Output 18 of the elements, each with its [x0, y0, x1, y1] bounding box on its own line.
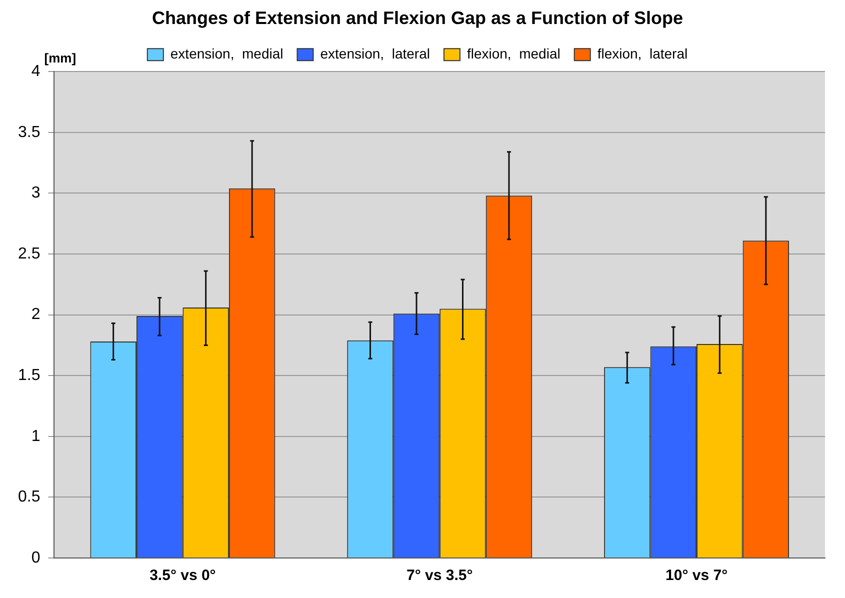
y-axis-title: [mm] [44, 50, 76, 66]
y-tick-label: 0.5 [18, 488, 40, 506]
x-tick-label: 10° vs 7° [666, 567, 728, 584]
x-tick-label: 3.5° vs 0° [150, 567, 216, 584]
legend-label: extension, lateral [320, 45, 430, 62]
y-tick-label: 0 [31, 549, 40, 566]
legend-label: extension, medial [170, 45, 284, 62]
legend-label: flexion, lateral [597, 45, 688, 62]
y-tick-label: 1 [31, 428, 40, 445]
y-tick-label: 2 [31, 306, 40, 324]
y-tick-label: 2.5 [18, 245, 40, 262]
y-tick-label: 3 [31, 184, 40, 202]
y-tick-label: 4 [31, 63, 40, 80]
y-tick-label: 3.5 [18, 124, 40, 141]
y-tick-label: 1.5 [18, 367, 40, 384]
chart-title: Changes of Extension and Flexion Gap as a Function of Slope [152, 8, 684, 28]
legend-label: flexion, medial [466, 45, 560, 62]
x-tick-label: 7° vs 3.5° [406, 567, 473, 584]
